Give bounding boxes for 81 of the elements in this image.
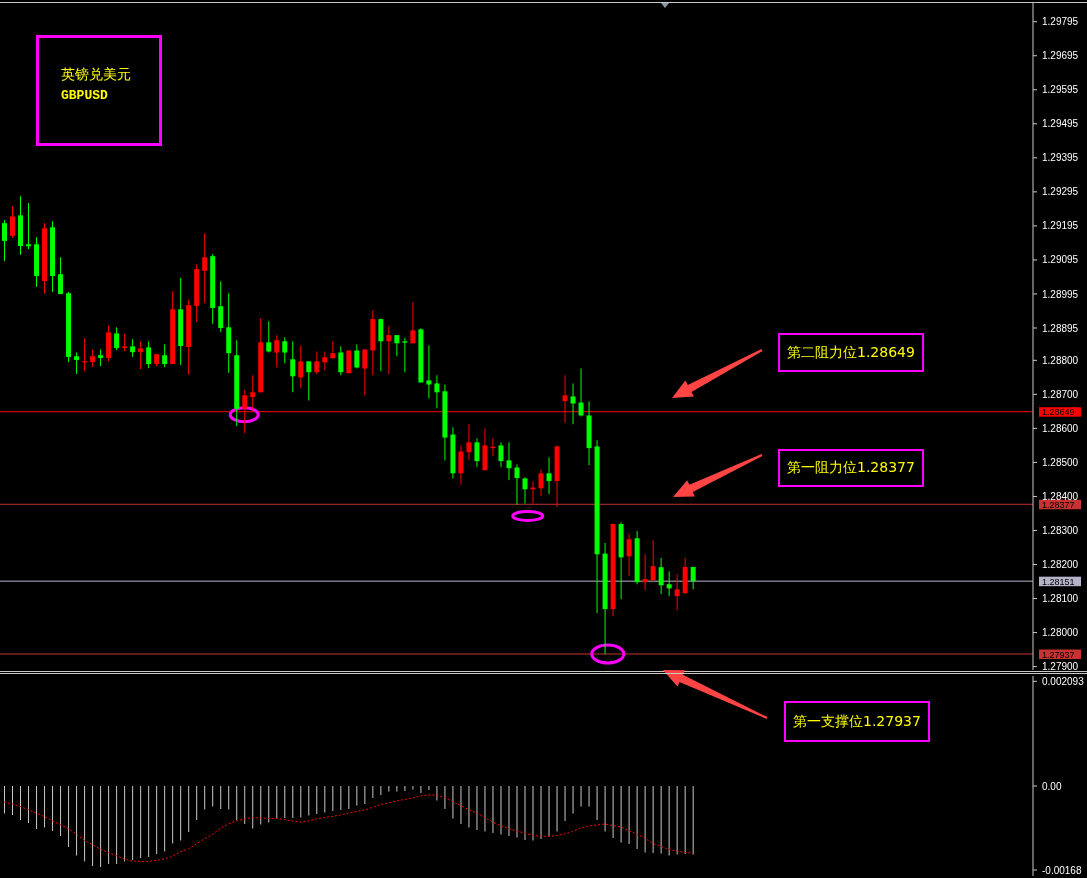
- text: 英镑兑美元: [61, 66, 131, 84]
- candlestick: [306, 360, 312, 401]
- y-tick-label: 1.28895: [1042, 322, 1079, 334]
- candlestick: [378, 317, 384, 372]
- candlestick: [538, 469, 544, 497]
- candlestick: [626, 533, 632, 577]
- candlestick: [474, 437, 480, 468]
- candlestick: [570, 382, 576, 425]
- candlestick: [274, 334, 280, 368]
- candlestick: [362, 348, 368, 396]
- candlestick: [10, 205, 16, 239]
- candlestick: [498, 441, 504, 468]
- y-tick-label: 1.28300: [1042, 525, 1079, 537]
- annotation: 第二阻力位1.28649: [787, 343, 915, 362]
- y-tick-label: 1.28000: [1042, 627, 1079, 639]
- line-series: [3, 794, 694, 862]
- candlestick: [338, 345, 344, 376]
- y-tick-label: 1.28600: [1042, 422, 1079, 434]
- candlestick: [266, 320, 272, 353]
- y-tick-label: 1.28200: [1042, 559, 1079, 571]
- y-tick-label: 1.29395: [1042, 152, 1079, 164]
- candlestick: [314, 350, 320, 375]
- candlestick: [386, 325, 392, 375]
- y-tick-label: 1.28700: [1042, 388, 1079, 400]
- candlestick: [218, 280, 224, 333]
- candlestick: [666, 570, 672, 597]
- candlestick: [2, 219, 7, 262]
- annotation: 第一阻力位1.28377: [787, 459, 915, 477]
- y-tick-label: 1.29795: [1042, 16, 1079, 28]
- y-tick-label: -0.00168: [1042, 864, 1082, 876]
- y-tick-label: 1.29595: [1042, 84, 1079, 96]
- candlestick: [394, 334, 400, 357]
- candlestick: [650, 539, 656, 582]
- candlestick: [290, 340, 296, 393]
- candlestick: [434, 374, 440, 409]
- ref-line-label: 1.28151: [1042, 576, 1075, 587]
- y-tick-label: 1.28995: [1042, 288, 1079, 300]
- y-tick-label: 1.28100: [1042, 593, 1079, 605]
- candlestick: [546, 456, 552, 495]
- y-tick-label: 1.29295: [1042, 186, 1079, 198]
- candlestick: [426, 344, 432, 399]
- candlestick: [298, 344, 304, 389]
- candlestick: [58, 256, 64, 295]
- candlestick: [458, 444, 464, 486]
- candlestick: [82, 337, 88, 372]
- y-tick-label: 1.28500: [1042, 456, 1079, 468]
- candlestick: [322, 350, 328, 371]
- candlestick: [282, 336, 288, 364]
- ref-line-label: 1.28377: [1042, 499, 1075, 510]
- candlestick: [162, 343, 168, 368]
- annotation: 第一支撑位1.27937: [793, 712, 921, 731]
- candlestick: [354, 343, 360, 369]
- candlestick: [74, 351, 80, 375]
- candlestick: [138, 340, 144, 370]
- candlestick: [114, 326, 120, 351]
- candlestick: [578, 367, 584, 417]
- ref-line-label: 1.27937: [1042, 649, 1075, 660]
- y-tick-label: 0.002093: [1042, 675, 1085, 687]
- candlestick: [642, 553, 648, 591]
- candlestick: [674, 573, 680, 611]
- y-tick-label: 1.29195: [1042, 220, 1079, 232]
- y-tick-label: 1.29495: [1042, 118, 1079, 130]
- ref-line-label: 1.28649: [1042, 407, 1075, 418]
- candlestick: [250, 374, 256, 410]
- y-tick-label: 1.29095: [1042, 254, 1079, 266]
- candlestick: [410, 301, 416, 344]
- candlestick: [402, 337, 408, 373]
- candlestick: [202, 232, 208, 304]
- candlestick: [658, 557, 664, 595]
- y-tick-label: 1.27900: [1042, 661, 1079, 673]
- y-tick-label: 1.29695: [1042, 50, 1079, 62]
- candlestick: [522, 476, 528, 505]
- candlestick: [26, 202, 32, 250]
- candlestick: [466, 423, 472, 461]
- y-tick-label: 1.28400: [1042, 490, 1079, 502]
- y-tick-label: 0.00: [1042, 780, 1062, 792]
- candlestick: [146, 340, 152, 369]
- text: GBPUSD: [61, 88, 108, 103]
- candlestick: [506, 441, 512, 481]
- candlestick: [514, 463, 520, 506]
- y-tick-label: 1.28800: [1042, 354, 1079, 366]
